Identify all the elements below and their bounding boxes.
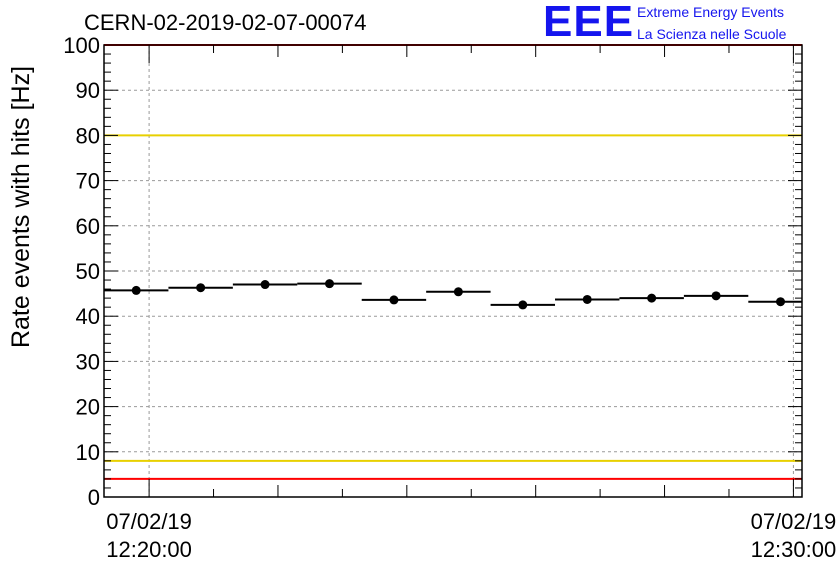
eee-logo: EEE — [543, 0, 635, 46]
data-point — [389, 295, 399, 305]
data-point — [196, 283, 206, 293]
y-tick-label: 10 — [76, 440, 100, 465]
y-tick-label: 30 — [76, 349, 100, 374]
y-tick-label: 20 — [76, 395, 100, 420]
y-tick-label: 80 — [76, 123, 100, 148]
y-tick-label: 90 — [76, 78, 100, 103]
x-tick-label-time: 12:20:00 — [106, 537, 192, 562]
data-point — [325, 279, 335, 289]
data-point — [582, 294, 592, 304]
data-point — [453, 287, 463, 297]
y-tick-label: 0 — [88, 485, 100, 510]
data-series — [104, 279, 802, 310]
y-tick-label: 70 — [76, 169, 100, 194]
reference-lines — [104, 44, 802, 480]
grid-lines — [104, 45, 802, 497]
data-point — [518, 300, 528, 310]
data-point — [776, 297, 786, 307]
y-tick-label: 40 — [76, 304, 100, 329]
axis-ticks — [104, 44, 802, 498]
y-tick-label: 60 — [76, 214, 100, 239]
logo-line-2: La Scienza nelle Scuole — [637, 26, 787, 42]
x-tick-label-date: 07/02/19 — [751, 509, 836, 534]
y-tick-label: 50 — [76, 259, 100, 284]
y-axis-label: Rate events with hits [Hz] — [7, 66, 35, 348]
data-point — [711, 291, 721, 301]
axis-labels: 0 10 20 30 40 50 60 70 80 90 100 07/02/19 12:20:00 07… — [7, 33, 836, 562]
logo-line-1: Extreme Energy Events — [637, 4, 785, 20]
data-point — [260, 280, 270, 290]
chart-title: CERN-02-2019-02-07-00074 — [84, 10, 367, 35]
y-tick-label: 100 — [63, 33, 100, 58]
x-tick-label-date: 07/02/19 — [106, 509, 192, 534]
x-tick-label-time: 12:30:00 — [751, 537, 836, 562]
data-point — [647, 293, 657, 303]
data-point — [131, 285, 141, 295]
